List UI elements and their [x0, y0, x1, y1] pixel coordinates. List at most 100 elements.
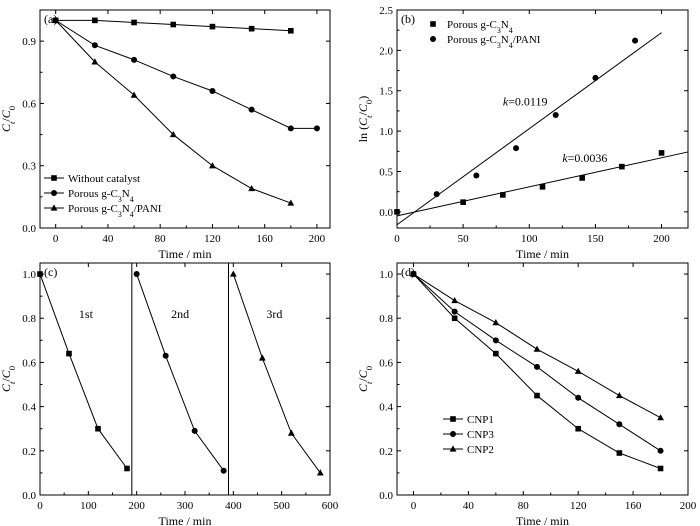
- x-tick-label: 100: [521, 233, 538, 245]
- y-tick-label: 0.0: [379, 207, 393, 219]
- series-line: [413, 273, 661, 469]
- data-point: [220, 467, 227, 474]
- series-1: [410, 271, 664, 454]
- data-point: [191, 427, 198, 434]
- data-point: [575, 394, 582, 401]
- series-1: [396, 32, 662, 226]
- data-point: [209, 162, 216, 169]
- y-tick-label: 0.3: [22, 161, 36, 173]
- panel-label: (b): [401, 12, 415, 26]
- data-point: [209, 23, 216, 30]
- plot-frame: [396, 9, 689, 229]
- x-tick-label: 50: [458, 233, 470, 245]
- data-point: [66, 350, 72, 357]
- data-point: [552, 111, 559, 118]
- data-point: [632, 37, 639, 44]
- data-point: [460, 199, 466, 205]
- data-point: [91, 42, 98, 49]
- series-0: [410, 271, 664, 472]
- data-point: [124, 465, 130, 472]
- data-point: [229, 270, 237, 277]
- data-point: [130, 91, 138, 98]
- x-tick-label: 0: [53, 233, 59, 245]
- x-tick-label: 100: [80, 500, 97, 512]
- data-point: [574, 367, 582, 374]
- plot-frame: [396, 262, 689, 496]
- x-tick-label: 200: [653, 233, 670, 245]
- panel-c: 0 100 200 300 400 500 600 0.0 0.2 0.4 0.6 0.8 1.0 Tim…: [0, 262, 339, 526]
- data-point: [287, 199, 295, 206]
- data-point: [534, 392, 540, 399]
- data-point: [37, 271, 43, 277]
- series-line: [39, 273, 128, 469]
- y-axis-label: Ct/C0: [0, 106, 17, 132]
- series-2: [229, 270, 324, 476]
- x-axis-label: Time / min: [159, 247, 212, 261]
- data-point: [451, 308, 458, 315]
- x-tick-label: 40: [102, 233, 114, 245]
- data-point: [131, 56, 138, 63]
- y-tick-label: 0.8: [379, 313, 393, 325]
- y-tick-label: 1.0: [22, 269, 36, 281]
- legend-label: Without catalyst: [68, 173, 140, 185]
- x-tick-label: 40: [463, 500, 475, 512]
- series-line: [232, 273, 321, 474]
- x-tick-label: 200: [128, 500, 145, 512]
- legend-marker: [449, 445, 457, 452]
- data-point: [133, 271, 140, 278]
- y-tick-label: 0.4: [379, 402, 393, 414]
- data-point: [316, 469, 324, 476]
- data-point: [657, 465, 664, 472]
- legend-label: Porous g-C3N4: [447, 19, 513, 35]
- rate-constant-symbol: k: [503, 94, 509, 108]
- y-tick-label: 0.2: [379, 446, 393, 458]
- data-point: [492, 337, 499, 344]
- legend-marker: [51, 190, 57, 196]
- y-tick-label: 0.8: [22, 313, 36, 325]
- data-point: [533, 345, 541, 352]
- data-point: [616, 421, 623, 428]
- data-point: [52, 16, 60, 23]
- x-axis-label: Time / min: [516, 514, 569, 526]
- data-point: [248, 184, 256, 192]
- data-point: [248, 25, 255, 32]
- data-point: [451, 315, 458, 322]
- x-tick-label: 300: [177, 500, 194, 512]
- data-point: [258, 354, 266, 361]
- series-line: [136, 273, 225, 471]
- panel-label: (c): [44, 265, 57, 279]
- x-tick-label: 80: [518, 500, 530, 512]
- series-2: [52, 16, 295, 206]
- y-axis-label: Ct/C0: [356, 366, 374, 392]
- x-tick-label: 500: [273, 500, 290, 512]
- y-tick-label: 0.0: [379, 490, 393, 502]
- series-line: [413, 273, 661, 452]
- legend-label: CNP1: [467, 414, 494, 426]
- data-point: [616, 450, 623, 456]
- legend: CNP1 CNP3 CNP2: [443, 414, 494, 456]
- x-tick-label: 160: [625, 500, 642, 512]
- data-point: [92, 17, 98, 24]
- plot-frame: [39, 9, 331, 229]
- rate-constant-value: =0.0036: [568, 151, 608, 165]
- y-tick-label: 2.5: [379, 5, 393, 17]
- x-tick-label: 150: [587, 233, 604, 245]
- legend-label: Porous g-C3N4/PANI: [68, 203, 162, 219]
- data-point: [575, 425, 581, 432]
- rate-constant-label: k=0.0119: [503, 94, 548, 108]
- rate-constant-symbol: k: [562, 151, 568, 165]
- panel-d: 0 40 80 120 160 200 0.0 0.2 0.4 0.6 0.8 1.0 Time / m…: [356, 262, 697, 526]
- y-tick-label: 0.6: [379, 357, 393, 369]
- series-1: [52, 17, 320, 132]
- y-tick-label: 0.0: [22, 223, 36, 235]
- legend-label: CNP2: [467, 444, 494, 456]
- data-point: [394, 209, 400, 215]
- data-point: [433, 191, 440, 198]
- y-tick-label: 0.6: [22, 357, 36, 369]
- y-tick-label: 0.5: [379, 166, 393, 178]
- series-0: [394, 150, 689, 217]
- data-point: [410, 270, 417, 277]
- y-tick-label: 0.0: [22, 490, 36, 502]
- data-point: [657, 447, 664, 454]
